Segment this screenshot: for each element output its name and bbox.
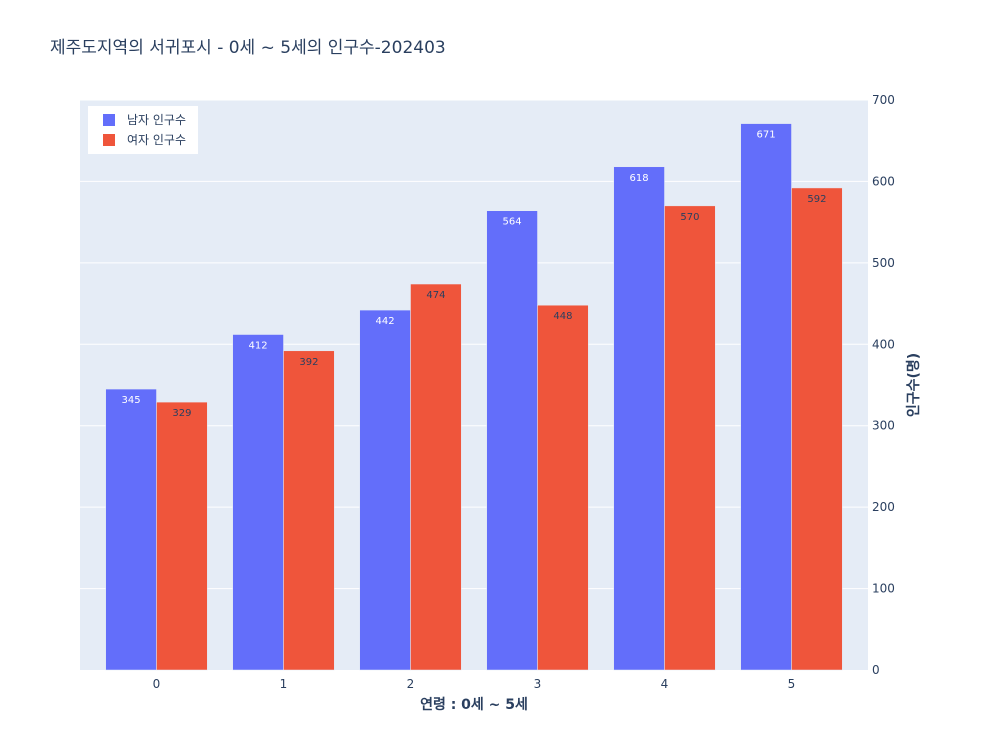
- y-tick-label: 0: [872, 663, 880, 677]
- x-tick-label: 2: [407, 677, 415, 691]
- bar-value-label: 564: [503, 217, 522, 228]
- y-tick-label: 600: [872, 174, 895, 188]
- x-axis: 0 1 2 3 4 5: [153, 677, 796, 691]
- bar-value-label: 442: [376, 316, 395, 327]
- bar-value-label: 592: [807, 194, 826, 205]
- bar-male-3[interactable]: [486, 210, 538, 671]
- y-tick-label: 400: [872, 337, 895, 351]
- bar-male-4[interactable]: [613, 166, 665, 671]
- bar-value-label: 671: [757, 130, 776, 141]
- bar-value-label: 345: [122, 395, 141, 406]
- x-tick-label: 1: [280, 677, 288, 691]
- gridlines: [80, 99, 868, 590]
- bar-male-1[interactable]: [232, 334, 284, 671]
- legend-label[interactable]: 남자 인구수: [127, 113, 186, 127]
- chart-title: 제주도지역의 서귀포시 - 0세 ~ 5세의 인구수-202403: [50, 38, 446, 58]
- bar-value-label: 412: [249, 341, 268, 352]
- bar-value-label: 392: [299, 357, 318, 368]
- y-tick-label: 300: [872, 419, 895, 433]
- bar-female-4[interactable]: [664, 205, 716, 671]
- bar-value-label: 448: [553, 311, 572, 322]
- y-axis-title: 인구수(명): [905, 353, 922, 417]
- bar-male-0[interactable]: [105, 388, 157, 671]
- bar-value-label: 618: [630, 173, 649, 184]
- bars: [105, 123, 843, 671]
- bar-labels: 345 329 412 392 442 474 564 448 618 570 671 592: [122, 130, 827, 419]
- bar-female-3[interactable]: [537, 304, 589, 671]
- legend-swatch[interactable]: [103, 134, 115, 146]
- bar-value-label: 570: [680, 212, 699, 223]
- x-tick-label: 3: [534, 677, 542, 691]
- bar-male-5[interactable]: [740, 123, 792, 671]
- x-tick-label: 5: [788, 677, 796, 691]
- bar-female-5[interactable]: [791, 187, 843, 671]
- legend-label[interactable]: 여자 인구수: [127, 133, 186, 147]
- plot-area: [80, 100, 868, 670]
- bar-female-0[interactable]: [156, 401, 208, 671]
- x-axis-title: 연령 : 0세 ~ 5세: [420, 697, 528, 713]
- y-tick-label: 500: [872, 256, 895, 270]
- legend-swatch[interactable]: [103, 114, 115, 126]
- y-tick-label: 200: [872, 500, 895, 514]
- bar-female-2[interactable]: [410, 283, 462, 671]
- x-tick-label: 4: [661, 677, 669, 691]
- bar-male-2[interactable]: [359, 309, 411, 671]
- bar-female-1[interactable]: [283, 350, 335, 671]
- y-axis: 0 100 200 300 400 500 600 700: [872, 93, 895, 677]
- x-tick-label: 0: [153, 677, 161, 691]
- y-tick-label: 700: [872, 93, 895, 107]
- y-tick-label: 100: [872, 582, 895, 596]
- bar-value-label: 474: [426, 290, 445, 301]
- bar-value-label: 329: [172, 408, 191, 419]
